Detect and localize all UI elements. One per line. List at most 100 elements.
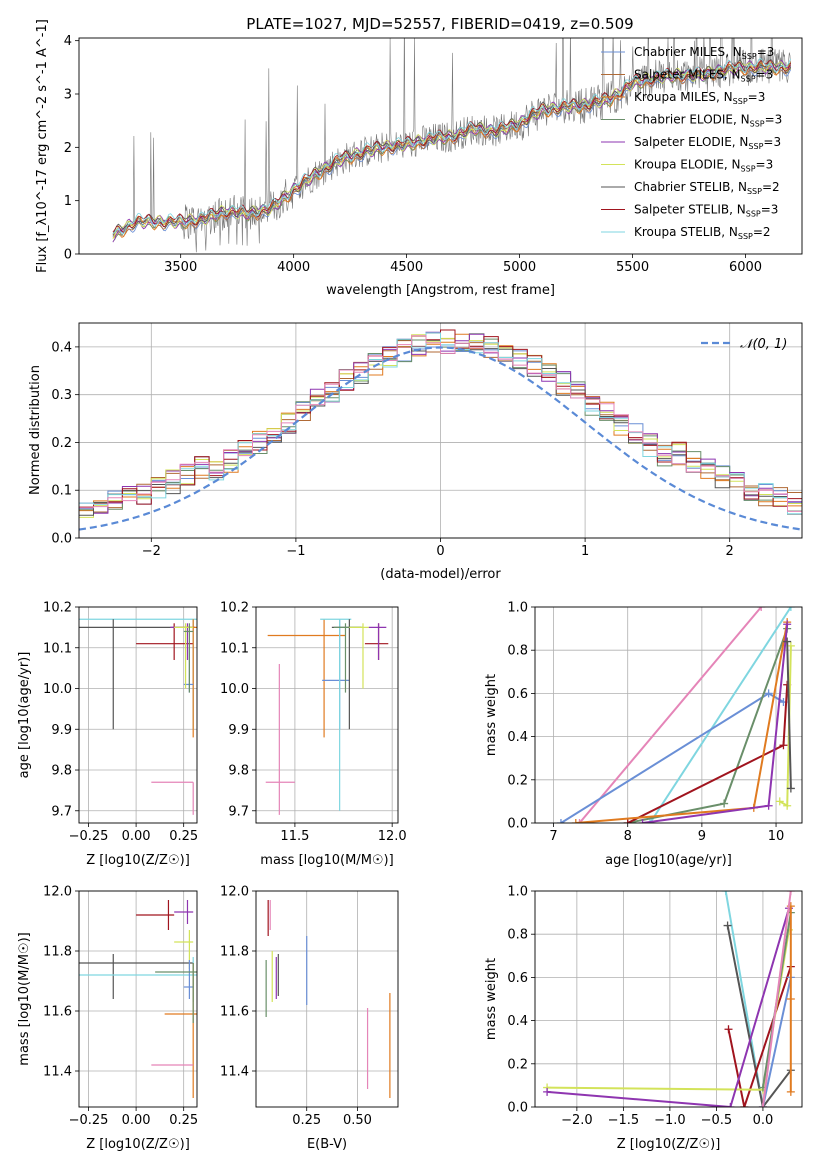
mass_vs_ebv-ytick-label: 11.8	[220, 945, 249, 960]
age_vs_mass-points	[265, 618, 389, 815]
errorbar-point	[155, 963, 197, 1023]
series-marker	[758, 1103, 767, 1107]
massweight_vs_age-ytick-label: 0.6	[507, 687, 528, 702]
spectrum-ylabel: Flux [f_λ10^-17 erg cm^-2 s^-1 A^-1]	[35, 19, 50, 273]
massweight_vs_Z-xlabel: Z [log10(Z/Z☉)]	[617, 1137, 721, 1152]
mass_vs_Z-points	[79, 900, 197, 1098]
age_vs_mass-xlabel: mass [log10(M/M☉)]	[260, 853, 393, 868]
residuals-ytick-label: 0.2	[51, 436, 72, 451]
age_vs_mass-xtick-label: 12.0	[378, 829, 407, 844]
errorbar-point	[174, 900, 194, 924]
massweight_vs_Z-xtick-label: −1.0	[654, 1113, 686, 1128]
massweight_vs_Z-frame	[534, 890, 803, 1108]
massweight_vs_age-ytick-label: 0.0	[507, 817, 528, 832]
mass_vs_Z-ytick-label: 11.6	[43, 1005, 72, 1020]
massweight_vs_Z-ytick-label: 0.2	[507, 1057, 528, 1072]
legend-entry: Chabrier STELIB, NSSP=2	[634, 180, 780, 196]
massweight_vs_age-xtick-label: 7	[549, 829, 557, 844]
errorbar-point	[349, 623, 369, 689]
residuals-frame	[78, 322, 803, 539]
mass_vs_ebv-ytick-label: 12.0	[220, 885, 249, 900]
residuals-ytick-label: 0.1	[51, 484, 72, 499]
spectrum-ytick-label: 4	[64, 34, 72, 49]
series-line-kroupa-stelib	[649, 607, 792, 823]
mass_vs_ebv-frame	[255, 890, 399, 1108]
series-line-chabrier-stelib	[726, 925, 792, 1107]
errorbar-point	[79, 618, 197, 730]
series-marker	[786, 891, 795, 895]
errorbar-point	[333, 623, 363, 693]
series-line-salpeter-elodie	[547, 908, 790, 1107]
errorbar-point	[79, 957, 197, 1002]
mass_vs_Z-xtick-label: −0.25	[69, 1113, 109, 1128]
residuals-axes: −2 −1 0 1 2 0.0 0.1 0.2 0.3 0.4	[51, 323, 802, 559]
massweight_vs_Z-ytick-label: 0.4	[507, 1014, 528, 1029]
series-marker	[623, 819, 632, 823]
spectrum-model-kroupa-elodie	[112, 60, 791, 240]
massweight_vs_age-xtick-label: 10	[768, 829, 785, 844]
spectrum-xtick-label: 5500	[616, 260, 649, 275]
age_vs_Z-xtick-label: 0.00	[122, 829, 151, 844]
errorbar-point	[265, 664, 295, 815]
errorbar-point	[320, 618, 352, 811]
massweight_vs_age-frame	[534, 606, 803, 824]
massweight_vs_Z-ytick-label: 1.0	[507, 885, 528, 900]
errorbar-point	[368, 623, 387, 660]
massweight_vs_age-ytick-label: 0.4	[507, 730, 528, 745]
massweight_vs_Z-ytick-label: 0.8	[507, 928, 528, 943]
series-marker	[721, 891, 730, 895]
series-marker	[786, 607, 795, 611]
series-line-chabrier-stelib	[786, 641, 792, 789]
age_vs_Z-ylabel: age [log10(age/yr)]	[17, 652, 32, 779]
mass_vs_ebv-xtick-label: 0.50	[343, 1113, 372, 1128]
errorbar-point	[164, 963, 197, 1098]
legend-entry: Salpeter ELODIE, NSSP=3	[634, 135, 781, 151]
age_vs_Z-frame	[78, 606, 198, 824]
errorbar-point	[136, 623, 194, 660]
legend-entry: Kroupa STELIB, NSSP=2	[634, 225, 771, 241]
age_vs_Z-ytick-label: 10.0	[43, 682, 72, 697]
massweight_vs_Z-xtick-label: −0.5	[701, 1113, 733, 1128]
legend-entry: Salpeter MILES, NSSP=3	[634, 68, 773, 84]
spectrum-xtick-label: 4500	[390, 260, 423, 275]
series-line-kroupa-elodie	[547, 929, 790, 1091]
massweight_vs_Z-axes: −2.0 −1.5 −1.0 −0.5 0.0 0.0 0.2 0.4 0.6 0.8 1.0	[507, 885, 802, 1128]
massweight_vs_age-series	[556, 607, 795, 823]
spectrum-model-salpeter-elodie	[112, 60, 791, 243]
residual-hist-pink	[79, 335, 802, 538]
residuals-xtick-label: 0	[436, 544, 444, 559]
errorbar-point	[79, 954, 194, 999]
mass_vs_ebv-xtick-label: 0.25	[292, 1113, 321, 1128]
massweight_vs_age-xtick-label: 9	[698, 829, 706, 844]
legend-entry: Kroupa MILES, NSSP=3	[634, 90, 765, 106]
massweight_vs_Z-xtick-label: 0.0	[753, 1113, 774, 1128]
series-marker	[786, 1087, 795, 1096]
spectrum-title: PLATE=1027, MJD=52557, FIBERID=0419, z=0…	[246, 15, 633, 33]
series-marker	[645, 819, 654, 823]
series-marker	[783, 801, 792, 810]
age_vs_Z-points	[79, 618, 197, 815]
spectrum-legend: Chabrier MILES, NSSP=3 Salpeter MILES, NS…	[601, 45, 782, 241]
residuals-xtick-label: −1	[286, 544, 305, 559]
errorbar-point	[136, 900, 175, 930]
massweight_vs_Z-xtick-label: −2.0	[561, 1113, 593, 1128]
age_vs_Z-xlabel: Z [log10(Z/Z☉)]	[86, 853, 190, 868]
series-marker	[726, 1103, 735, 1107]
mass_vs_Z-xtick-label: 0.00	[122, 1113, 151, 1128]
series-line-chabrier-miles	[761, 977, 792, 1107]
age_vs_Z-ytick-label: 9.9	[51, 723, 72, 738]
panels-layer: 3500 4000 4500 5000 5500 6000 0 1 2 3 4 Chabrier MI…	[17, 19, 803, 1152]
age_vs_Z-ytick-label: 10.1	[43, 641, 72, 656]
series-marker	[720, 799, 729, 808]
spectrum-ytick-label: 0	[64, 248, 72, 263]
massweight_vs_Z-ytick-label: 0.0	[507, 1101, 528, 1116]
mass_vs_Z-ytick-label: 11.8	[43, 945, 72, 960]
mass_vs_Z-xlabel: Z [log10(Z/Z☉)]	[86, 1137, 190, 1152]
mass_vs_Z-ytick-label: 12.0	[43, 885, 72, 900]
series-marker	[757, 607, 766, 611]
age_vs_mass-xtick-label: 11.5	[280, 829, 309, 844]
age_vs_Z-ytick-label: 9.7	[51, 804, 72, 819]
age_vs_mass-ytick-label: 10.1	[220, 641, 249, 656]
series-marker	[786, 995, 795, 1003]
